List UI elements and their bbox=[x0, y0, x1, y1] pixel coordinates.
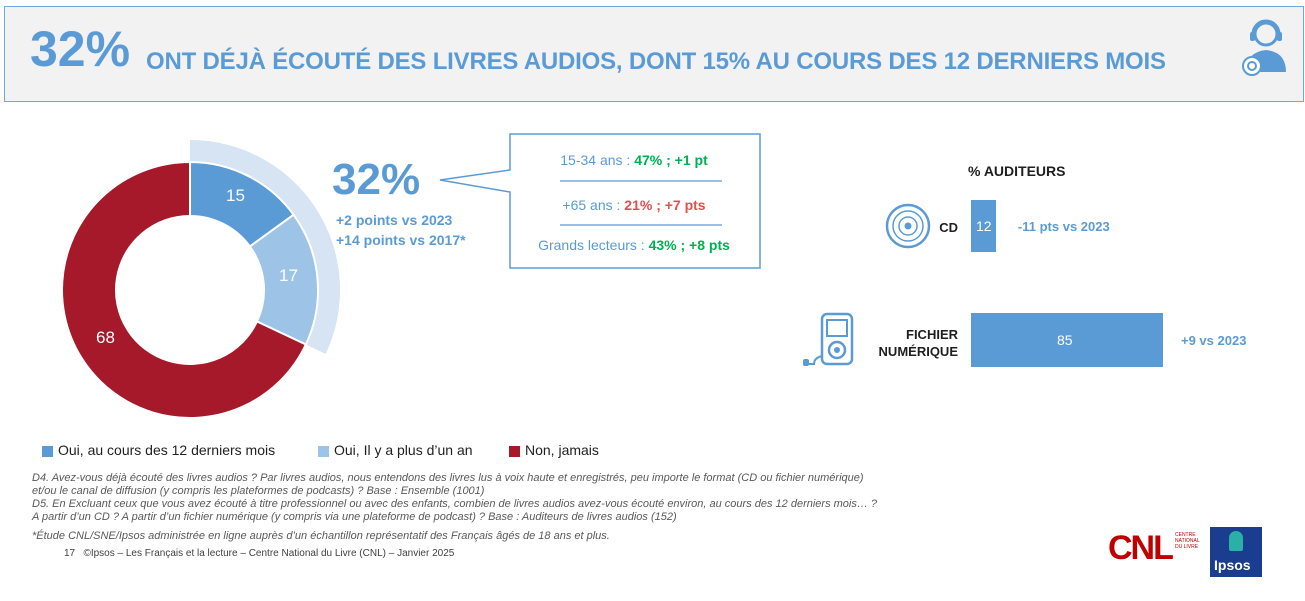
delta-2017: +14 points vs 2017* bbox=[336, 232, 466, 248]
copyright: ©Ipsos – Les Français et la lecture – Ce… bbox=[83, 548, 455, 559]
callout-label-65plus: +65 ans : bbox=[562, 197, 625, 213]
bar-cd: 12 bbox=[971, 200, 996, 252]
note-d4-line2: et/ou le canal de diffusion (y compris l… bbox=[32, 485, 485, 497]
note-d4-line1: D4. Avez-vous déjà écouté des livres aud… bbox=[32, 472, 864, 484]
ipsos-logo: Ipsos bbox=[1210, 527, 1262, 577]
question-notes: D4. Avez-vous déjà écouté des livres aud… bbox=[32, 472, 1032, 524]
note-d5-line2: A partir d’un CD ? A partir d’un fichier… bbox=[32, 511, 677, 523]
headset-person-icon bbox=[1242, 19, 1286, 76]
cnl-sub-2: NATIONAL bbox=[1175, 538, 1200, 544]
legend-swatch-recent bbox=[42, 446, 53, 457]
page-number: 17 bbox=[64, 548, 76, 559]
legend-swatch-never bbox=[509, 446, 520, 457]
callout-line-grands-lecteurs: Grands lecteurs : 43% ; +8 pts bbox=[514, 236, 754, 254]
header-banner bbox=[4, 6, 1304, 102]
callout-line-15-34: 15-34 ans : 47% ; +1 pt bbox=[514, 151, 754, 169]
legend-swatch-older bbox=[318, 446, 329, 457]
summary-percentage: 32% bbox=[332, 155, 421, 204]
cnl-sub-1: CENTRE bbox=[1175, 532, 1196, 538]
donut-segment-never bbox=[61, 160, 308, 419]
donut-highlight-band bbox=[190, 140, 340, 354]
footer: 17 ©Ipsos – Les Français et la lecture –… bbox=[64, 548, 454, 559]
ipsos-logo-text: Ipsos bbox=[1214, 557, 1251, 573]
headline-text: ONT DÉJÀ ÉCOUTÉ DES LIVRES AUDIOS, DONT … bbox=[146, 48, 1166, 75]
fichier-label-line1: FICHIER bbox=[906, 327, 958, 342]
donut-label-older: 17 bbox=[279, 266, 298, 285]
headline-percentage: 32% bbox=[30, 21, 131, 77]
callout-value-15-34: 47% ; +1 pt bbox=[634, 152, 708, 168]
cnl-logo: CNL bbox=[1108, 529, 1174, 567]
callout-label-15-34: 15-34 ans : bbox=[560, 152, 635, 168]
auditeurs-title: % AUDITEURS bbox=[968, 163, 1066, 179]
donut-label-recent: 15 bbox=[226, 186, 245, 205]
legend-label-older: Oui, Il y a plus d’un an bbox=[334, 442, 473, 458]
cnl-sub-3: DU LIVRE bbox=[1175, 544, 1199, 550]
mp3-player-icon bbox=[803, 312, 854, 366]
cd-label: CD bbox=[939, 220, 958, 235]
cnl-logo-subtitle: CENTRE NATIONAL DU LIVRE bbox=[1175, 532, 1200, 550]
callout-value-grands-lecteurs: 43% ; +8 pts bbox=[648, 237, 730, 253]
delta-2023: +2 points vs 2023 bbox=[336, 212, 453, 228]
bar-cd-value: 12 bbox=[976, 218, 992, 234]
legend-label-recent: Oui, au cours des 12 derniers mois bbox=[58, 442, 276, 458]
donut-label-never: 68 bbox=[96, 328, 115, 347]
callout-label-grands-lecteurs: Grands lecteurs : bbox=[538, 237, 649, 253]
cd-delta: -11 pts vs 2023 bbox=[1017, 219, 1110, 234]
bar-fichier-value: 85 bbox=[1057, 332, 1073, 348]
bar-fichier-numerique: 85 bbox=[971, 313, 1163, 367]
fichier-label-line2: NUMÉRIQUE bbox=[878, 344, 958, 359]
callout-value-65plus: 21% ; +7 pts bbox=[624, 197, 706, 213]
study-note: *Étude CNL/SNE/Ipsos administrée en lign… bbox=[32, 530, 610, 542]
cd-disc-icon bbox=[885, 203, 931, 249]
fichier-label: FICHIER NUMÉRIQUE bbox=[868, 326, 958, 360]
fichier-delta: +9 vs 2023 bbox=[1181, 333, 1247, 348]
legend-label-never: Non, jamais bbox=[525, 442, 599, 458]
callout-line-65plus: +65 ans : 21% ; +7 pts bbox=[514, 196, 754, 214]
note-d5-line1: D5. En Excluant ceux que vous avez écout… bbox=[32, 498, 878, 510]
ipsos-logo-mark bbox=[1229, 531, 1243, 551]
